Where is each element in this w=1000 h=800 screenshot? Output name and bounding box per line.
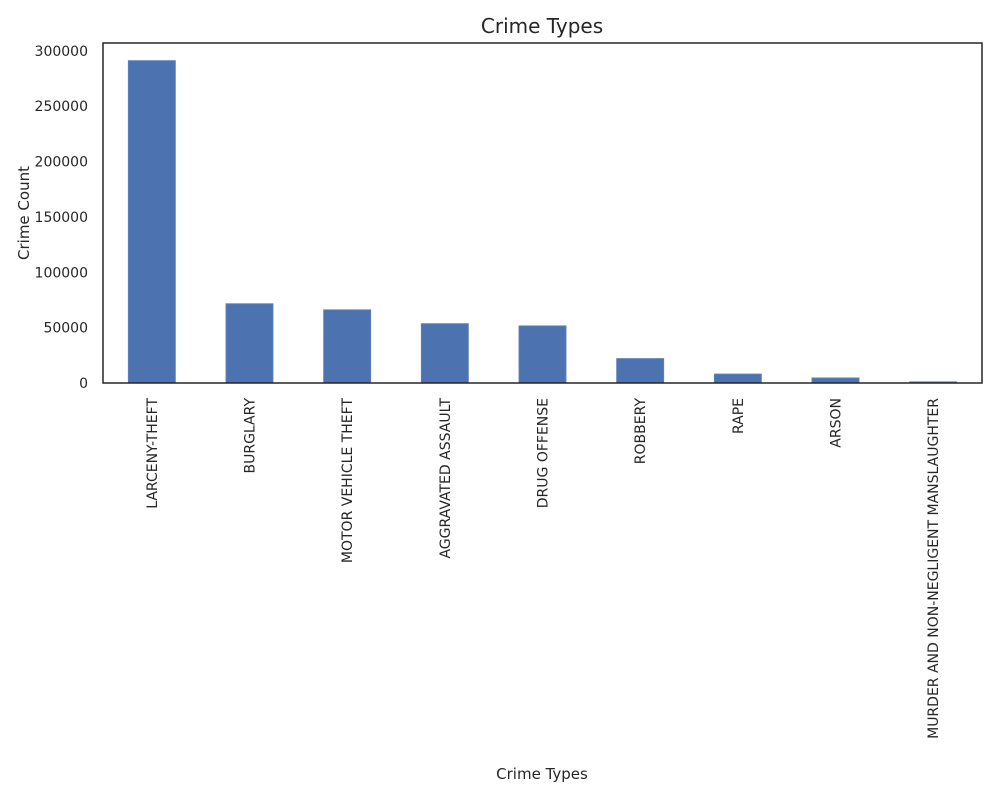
bar	[713, 373, 762, 384]
x-tick-label: RAPE	[731, 398, 747, 434]
x-tick-label: DRUG OFFENSE	[536, 398, 552, 508]
bar	[127, 60, 176, 384]
y-tick-label: 50000	[43, 321, 88, 337]
bar	[518, 325, 567, 384]
chart-title: Crime Types	[481, 14, 603, 38]
y-tick-label: 300000	[35, 44, 88, 60]
y-tick-label: 0	[79, 376, 88, 392]
x-tick-label: MURDER AND NON-NEGLIGENT MANSLAUGHTER	[926, 398, 942, 739]
y-ticks-group: 0 50000 100000 150000 200000 250000 300000	[35, 44, 88, 392]
x-tick-label: MOTOR VEHICLE THEFT	[340, 398, 356, 564]
x-tick-label: ARSON	[829, 398, 845, 448]
bar	[420, 323, 469, 384]
y-tick-label: 100000	[35, 265, 88, 281]
x-tick-label: ROBBERY	[633, 398, 649, 465]
x-axis-label: Crime Types	[496, 765, 588, 783]
bar	[323, 309, 372, 384]
y-tick-label: 200000	[35, 155, 88, 171]
x-ticks-group: LARCENY-THEFT BURGLARY MOTOR VEHICLE THEFT…	[145, 398, 942, 739]
x-tick-label: LARCENY-THEFT	[145, 398, 161, 509]
bar	[616, 358, 665, 384]
x-tick-label: AGGRAVATED ASSAULT	[438, 398, 454, 559]
y-tick-label: 250000	[35, 99, 88, 115]
bar	[225, 303, 274, 384]
y-tick-label: 150000	[35, 210, 88, 226]
y-axis-label: Crime Count	[15, 166, 33, 260]
bars-group	[127, 60, 958, 384]
x-tick-label: BURGLARY	[243, 398, 259, 474]
plot-area-frame	[102, 42, 983, 384]
